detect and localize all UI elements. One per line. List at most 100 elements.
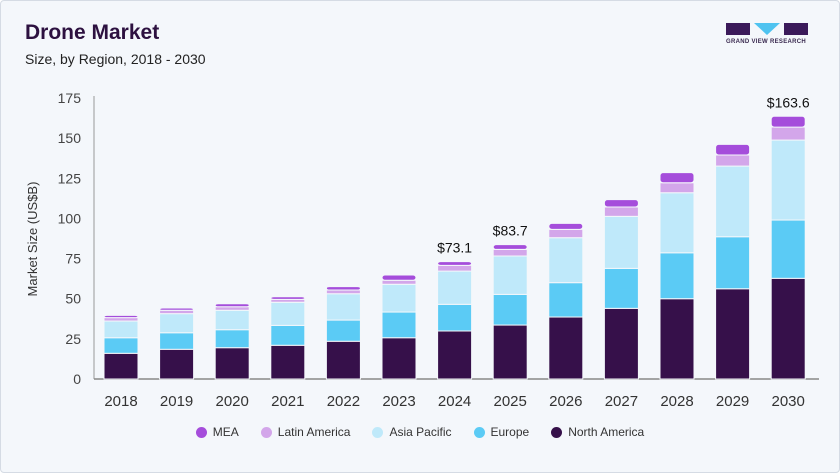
bar-segment-north-america bbox=[659, 298, 695, 380]
x-tick-label: 2021 bbox=[271, 393, 304, 410]
legend-swatch bbox=[195, 426, 207, 438]
x-tick-label: 2029 bbox=[716, 393, 749, 410]
bar-segment-asia-pacific bbox=[214, 309, 250, 331]
legend-item: Latin America bbox=[260, 425, 351, 439]
logo-text: GRAND VIEW RESEARCH bbox=[726, 39, 807, 45]
x-tick-label: 2020 bbox=[216, 393, 249, 410]
bar-segment-europe bbox=[603, 267, 639, 309]
data-label: $163.6 bbox=[767, 94, 810, 110]
bar-segment-mea bbox=[603, 199, 639, 208]
y-tick-label: 100 bbox=[58, 210, 82, 226]
bar-segment-europe bbox=[715, 236, 751, 290]
y-tick-label: 75 bbox=[65, 251, 81, 267]
legend-item: MEA bbox=[195, 425, 239, 439]
bar-segment-europe bbox=[103, 337, 139, 354]
bar-segment-europe bbox=[770, 219, 806, 279]
bar-segment-asia-pacific bbox=[548, 237, 584, 284]
bar-segment-europe bbox=[325, 319, 361, 342]
grand-view-research-logo bbox=[726, 23, 808, 35]
bar-segment-north-america bbox=[437, 330, 473, 380]
bar-segment-mea bbox=[214, 303, 250, 308]
bar-segment-mea bbox=[770, 115, 806, 128]
legend-label: Europe bbox=[490, 425, 530, 439]
y-tick-label: 50 bbox=[65, 291, 81, 307]
chart-subtitle: Size, by Region, 2018 - 2030 bbox=[25, 51, 206, 67]
bar-segment-latin-america bbox=[492, 248, 528, 257]
bar-segment-europe bbox=[159, 332, 195, 350]
y-tick-label: 150 bbox=[58, 130, 82, 146]
bar-segment-asia-pacific bbox=[159, 313, 195, 334]
y-tick-label: 175 bbox=[58, 90, 82, 106]
legend-label: Latin America bbox=[277, 425, 351, 439]
legend-item: Asia Pacific bbox=[372, 425, 452, 439]
bar-segment-north-america bbox=[270, 344, 306, 380]
x-tick-label: 2018 bbox=[104, 393, 137, 410]
x-tick-label: 2030 bbox=[772, 393, 805, 410]
x-tick-label: 2025 bbox=[494, 393, 527, 410]
bar-segment-north-america bbox=[159, 348, 195, 380]
legend-swatch bbox=[473, 426, 485, 438]
bar-segment-north-america bbox=[603, 307, 639, 380]
bar-segment-asia-pacific bbox=[770, 139, 806, 221]
bar-segment-europe bbox=[492, 293, 528, 326]
data-label: $83.7 bbox=[493, 223, 528, 239]
legend-label: Asia Pacific bbox=[389, 425, 452, 439]
x-tick-label: 2023 bbox=[382, 393, 415, 410]
bar-segment-latin-america bbox=[437, 264, 473, 272]
bar-segment-north-america bbox=[492, 324, 528, 380]
bar-segment-latin-america bbox=[325, 289, 361, 295]
bar-segment-europe bbox=[548, 282, 584, 318]
bar-segment-north-america bbox=[325, 340, 361, 380]
legend: MEA Latin America Asia Pacific Europe North … bbox=[1, 425, 839, 439]
legend-swatch bbox=[372, 426, 384, 438]
bar-segment-latin-america bbox=[603, 206, 639, 217]
bar-segment-asia-pacific bbox=[437, 270, 473, 305]
bar-segment-latin-america bbox=[770, 126, 806, 141]
bar-segment-asia-pacific bbox=[659, 192, 695, 254]
bar-segment-north-america bbox=[715, 288, 751, 380]
legend-label: North America bbox=[568, 425, 645, 439]
y-tick-label: 125 bbox=[58, 170, 82, 186]
x-tick-label: 2024 bbox=[438, 393, 471, 410]
legend-item: Europe bbox=[473, 425, 530, 439]
bar-segment-latin-america bbox=[159, 309, 195, 315]
bar-segment-asia-pacific bbox=[381, 283, 417, 313]
bar-segment-europe bbox=[214, 329, 250, 349]
legend-swatch bbox=[551, 426, 563, 438]
x-tick-label: 2019 bbox=[160, 393, 193, 410]
legend-label: MEA bbox=[212, 425, 239, 439]
bar-segment-north-america bbox=[770, 277, 806, 380]
bar-segment-asia-pacific bbox=[270, 301, 306, 326]
x-tick-label: 2028 bbox=[660, 393, 693, 410]
bar-segment-asia-pacific bbox=[103, 320, 139, 339]
data-label: $73.1 bbox=[437, 240, 472, 256]
bar-segment-europe bbox=[437, 303, 473, 332]
bar-segment-mea bbox=[548, 222, 584, 230]
y-axis-label: Market Size (US$B) bbox=[25, 182, 40, 297]
bar-segment-asia-pacific bbox=[715, 165, 751, 238]
x-tick-label: 2022 bbox=[327, 393, 360, 410]
bar-segment-latin-america bbox=[548, 228, 584, 239]
bar-segment-asia-pacific bbox=[603, 215, 639, 269]
bar-segment-mea bbox=[437, 261, 473, 266]
bar-segment-north-america bbox=[381, 337, 417, 380]
legend-swatch bbox=[260, 426, 272, 438]
x-tick-label: 2026 bbox=[549, 393, 582, 410]
bar-segment-mea bbox=[715, 143, 751, 156]
bar-segment-latin-america bbox=[659, 182, 695, 194]
bar-segment-latin-america bbox=[214, 306, 250, 311]
bar-segment-north-america bbox=[214, 347, 250, 380]
bar-segment-mea bbox=[270, 296, 306, 300]
bar-segment-mea bbox=[381, 274, 417, 281]
bar-segment-latin-america bbox=[381, 279, 417, 285]
bar-segment-europe bbox=[381, 311, 417, 339]
bar-segment-mea bbox=[492, 244, 528, 250]
bar-segment-mea bbox=[103, 314, 139, 319]
bar-segment-latin-america bbox=[715, 154, 751, 167]
bar-segment-mea bbox=[325, 286, 361, 291]
bar-segment-asia-pacific bbox=[325, 293, 361, 321]
bar-segment-north-america bbox=[548, 316, 584, 380]
y-tick-label: 0 bbox=[73, 371, 81, 387]
